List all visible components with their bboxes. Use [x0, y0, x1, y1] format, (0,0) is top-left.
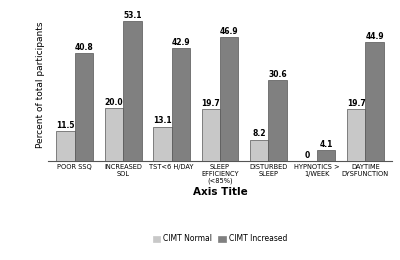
Bar [56, 131, 75, 161]
Bar [268, 80, 287, 161]
Bar [75, 53, 93, 161]
Bar [153, 127, 172, 161]
Text: 53.1: 53.1 [123, 11, 142, 20]
Bar [365, 42, 384, 161]
Text: 13.1: 13.1 [153, 116, 172, 126]
Text: 0: 0 [305, 151, 310, 160]
Bar [105, 108, 123, 161]
Bar [250, 140, 268, 161]
Bar [220, 37, 238, 161]
Bar [172, 48, 190, 161]
Y-axis label: Percent of total participants: Percent of total participants [36, 21, 45, 148]
Text: 4.1: 4.1 [320, 140, 333, 149]
Text: 30.6: 30.6 [268, 70, 287, 79]
Text: 19.7: 19.7 [202, 99, 220, 108]
Text: 44.9: 44.9 [365, 32, 384, 41]
Bar [202, 109, 220, 161]
Text: 19.7: 19.7 [347, 99, 366, 108]
Legend: CIMT Normal, CIMT Increased: CIMT Normal, CIMT Increased [150, 231, 290, 246]
Bar [347, 109, 365, 161]
Bar [123, 21, 142, 161]
Bar [317, 150, 335, 161]
Text: 8.2: 8.2 [252, 129, 266, 139]
X-axis label: Axis Title: Axis Title [193, 187, 247, 197]
Text: 42.9: 42.9 [172, 38, 190, 47]
Text: 40.8: 40.8 [74, 43, 93, 52]
Text: 20.0: 20.0 [104, 98, 123, 107]
Text: 11.5: 11.5 [56, 121, 75, 130]
Text: 46.9: 46.9 [220, 27, 238, 36]
